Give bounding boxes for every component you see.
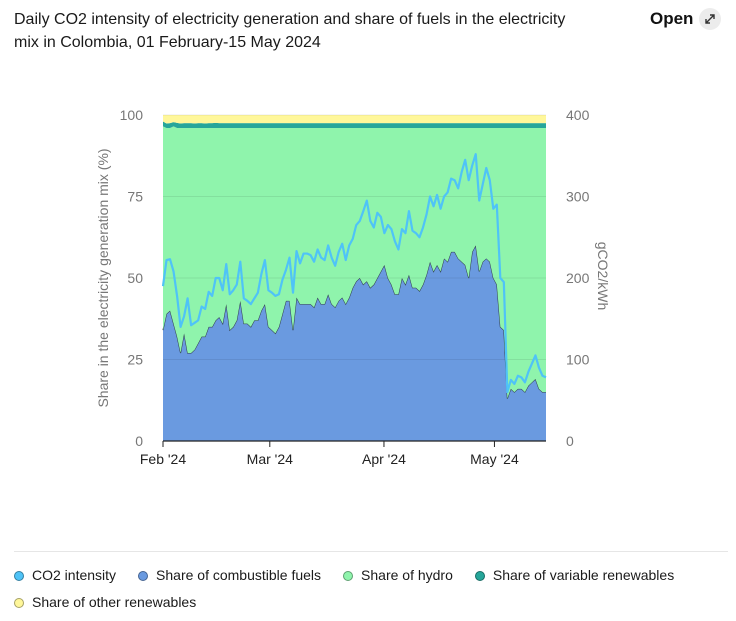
y-left-tick-label: 50 <box>127 270 143 286</box>
chart: Feb '24 Mar '24 Apr '24 May '24 0 25 50 75 100 0 1… <box>95 107 611 467</box>
legend-label: Share of hydro <box>361 567 453 583</box>
legend-label: CO2 intensity <box>32 567 117 583</box>
legend-divider <box>14 551 728 552</box>
y-right-tick-label: 400 <box>566 107 590 123</box>
legend-swatch <box>14 570 24 581</box>
area-share-of-combustible-fuels <box>163 245 546 441</box>
legend-item-share-of-combustible-fuels[interactable]: Share of combustible fuels <box>138 566 321 585</box>
y-right-axis-label: gCO2/kWh <box>595 242 611 310</box>
axes: Feb '24 Mar '24 Apr '24 May '24 0 25 50 75 100 0 1… <box>95 107 611 467</box>
chart-title: Daily CO2 intensity of electricity gener… <box>14 11 566 51</box>
expand-icon <box>699 8 722 30</box>
legend-swatch <box>343 570 354 581</box>
x-tick-label: Apr '24 <box>362 451 406 467</box>
y-right-tick-label: 0 <box>566 433 574 449</box>
line-co2-intensity <box>161 153 547 394</box>
legend-item-share-of-hydro[interactable]: Share of hydro <box>343 566 453 585</box>
legend-item-co2-intensity[interactable]: CO2 intensity <box>14 566 116 585</box>
x-tick-label: Mar '24 <box>247 451 293 467</box>
area-share-of-other-renewables <box>163 115 546 124</box>
y-left-tick-label: 100 <box>120 107 144 123</box>
legend: CO2 intensity Share of combustible fuels S… <box>14 566 728 612</box>
y-left-tick-label: 25 <box>127 352 143 368</box>
y-right-tick-label: 100 <box>566 352 590 368</box>
x-tick-label: Feb '24 <box>140 451 186 467</box>
legend-label: Share of combustible fuels <box>156 567 322 583</box>
area-share-of-variable-renewables <box>163 121 546 129</box>
legend-swatch <box>138 570 149 581</box>
legend-label: Share of variable renewables <box>492 567 675 583</box>
open-button[interactable]: Open <box>650 8 722 30</box>
area-layers <box>162 115 546 441</box>
y-right-tick-label: 300 <box>566 189 590 205</box>
open-button-label: Open <box>650 9 694 28</box>
area-share-of-hydro <box>163 126 546 399</box>
legend-swatch <box>14 597 24 608</box>
co2-line-layer <box>161 153 547 394</box>
x-tick-label: May '24 <box>470 451 519 467</box>
y-left-tick-label: 75 <box>127 189 143 205</box>
legend-label: Share of other renewables <box>32 594 197 610</box>
legend-item-share-of-variable-renewables[interactable]: Share of variable renewables <box>474 566 675 585</box>
y-right-tick-label: 200 <box>566 270 590 286</box>
legend-swatch <box>474 570 485 581</box>
y-left-axis-label: Share in the electricity generation mix … <box>95 148 111 407</box>
legend-item-share-of-other-renewables[interactable]: Share of other renewables <box>14 593 196 612</box>
y-left-tick-label: 0 <box>135 433 143 449</box>
